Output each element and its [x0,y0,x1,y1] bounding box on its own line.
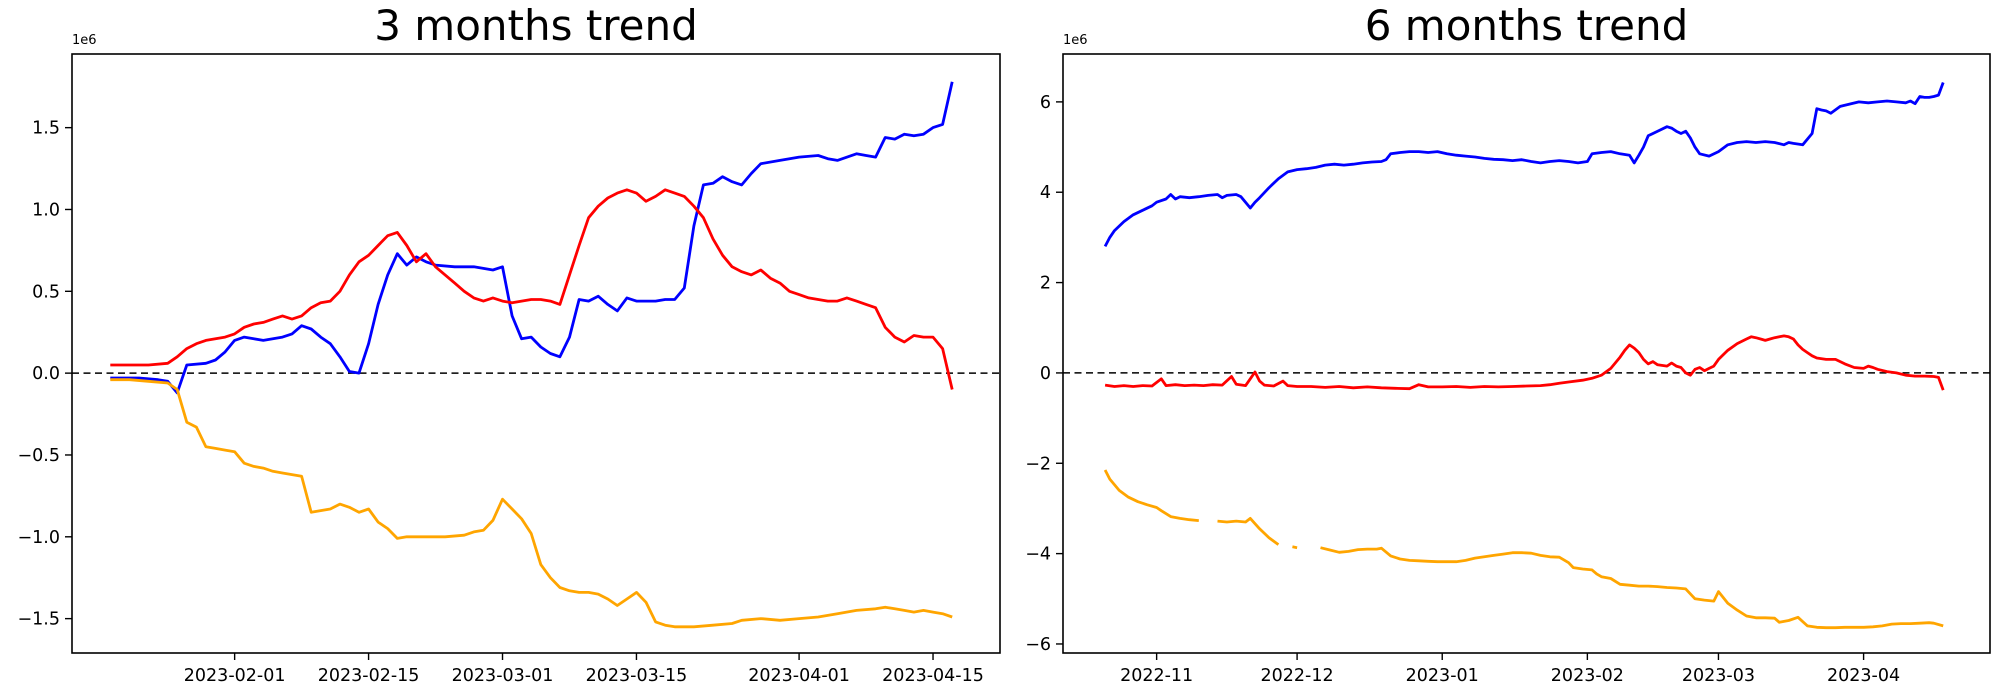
axes-frame [71,53,1001,654]
y-tick-label: 0.5 [32,282,60,302]
series-line-blue [110,81,954,395]
series-line-red [1104,334,1945,391]
y-tick-label: 1.0 [32,200,60,220]
y-tick-label: −1.5 [18,610,61,630]
series-line-red [110,188,954,390]
series-line-orange [1103,469,1944,630]
x-tick-label: 2023-04 [1827,666,1900,686]
chart-6m-y-offset-label: 1e6 [1063,33,1088,48]
x-tick-label: 2022-11 [1120,666,1193,686]
y-tick-label: 1.5 [32,119,60,139]
y-tick-label: 2 [1040,274,1051,294]
x-tick-label: 2023-03-01 [452,666,554,686]
series-line-blue [1103,82,1945,248]
y-tick-label: −0.5 [18,446,61,466]
x-tick-label: 2023-02 [1551,666,1624,686]
x-tick-label: 2023-03-15 [586,666,688,686]
chart-3m-title: 3 months trend [374,1,698,50]
y-tick-label: −1.0 [18,528,61,548]
y-tick-label: −4 [1025,545,1051,565]
x-tick-label: 2023-03 [1682,666,1755,686]
x-tick-label: 2023-02-01 [184,666,286,686]
axes-frame [1062,53,1991,654]
y-tick-label: −6 [1025,635,1051,655]
chart-6m-title: 6 months trend [1364,1,1689,50]
chart-3m-y-offset-label: 1e6 [72,33,97,48]
x-tick-label: 2023-02-15 [318,666,420,686]
y-tick-label: 0 [1040,364,1051,384]
y-tick-label: 0.0 [32,364,60,384]
x-tick-label: 2023-01 [1406,666,1479,686]
x-tick-label: 2022-12 [1261,666,1334,686]
series-line-orange [110,378,953,629]
x-tick-label: 2023-04-01 [748,666,850,686]
y-tick-label: 4 [1040,183,1051,203]
y-tick-label: 6 [1040,93,1051,113]
y-tick-label: −2 [1025,454,1051,474]
x-tick-label: 2023-04-15 [882,666,984,686]
